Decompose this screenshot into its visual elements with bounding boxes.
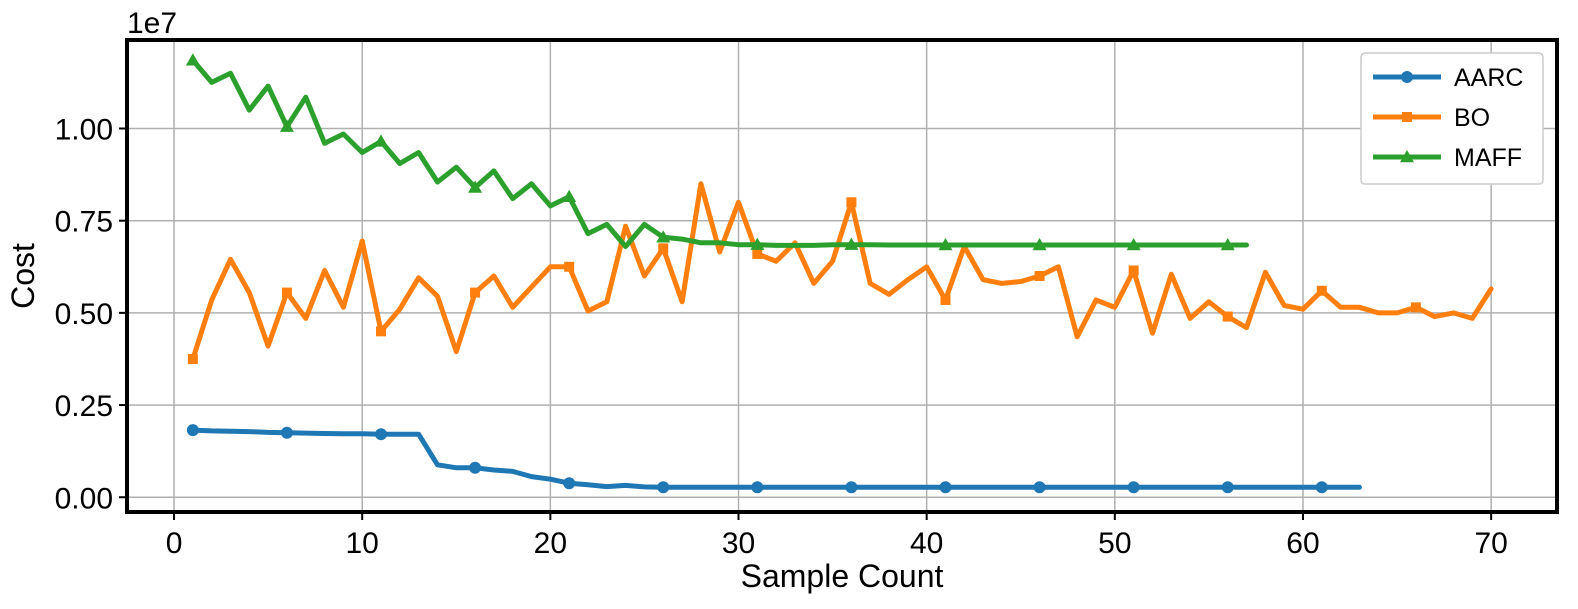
data-point-maff <box>938 238 953 251</box>
data-point-bo <box>187 353 198 364</box>
data-point-aarc <box>280 426 293 439</box>
data-point-maff <box>844 237 859 250</box>
series-line-maff <box>190 57 1249 249</box>
x-tick-label: 60 <box>1286 527 1319 560</box>
x-tick-label: 10 <box>346 527 379 560</box>
data-point-aarc <box>186 424 199 437</box>
y-tick-label: 0.75 <box>55 206 113 239</box>
legend-label-maff: MAFF <box>1454 144 1522 172</box>
data-point-bo <box>564 261 575 272</box>
series-aarc <box>186 424 1362 494</box>
data-point-maff <box>468 180 483 193</box>
y-tick-label: 1.00 <box>55 114 113 147</box>
data-point-maff <box>374 134 389 147</box>
legend-label-aarc: AARC <box>1454 64 1523 92</box>
data-point-bo <box>376 326 387 337</box>
y-axis-exponent-label: 1e7 <box>127 7 177 40</box>
legend-item-maff: MAFF <box>1373 144 1522 172</box>
data-point-maff <box>279 119 294 132</box>
data-point-aarc <box>563 477 576 490</box>
legend-marker-maff <box>1400 150 1414 163</box>
plot-frame <box>125 38 1559 514</box>
data-point-maff <box>1220 238 1235 251</box>
legend-item-aarc: AARC <box>1373 64 1523 92</box>
data-point-aarc <box>845 481 858 494</box>
data-point-aarc <box>469 461 482 474</box>
data-point-bo <box>470 287 481 298</box>
data-point-bo <box>658 243 669 254</box>
legend: AARC BO MAFF <box>1360 52 1544 185</box>
y-tick-label: 0.25 <box>55 390 113 423</box>
x-tick-label: 30 <box>722 527 755 560</box>
legend-marker-aarc <box>1401 71 1413 83</box>
data-point-bo <box>940 294 951 305</box>
series-line-bo <box>190 181 1494 362</box>
series-line-aarc <box>190 427 1362 490</box>
legend-marker-bo <box>1402 112 1412 122</box>
data-point-maff <box>1126 238 1141 251</box>
data-point-aarc <box>751 481 764 494</box>
data-point-bo <box>1410 302 1421 313</box>
x-tick-label: 40 <box>910 527 943 560</box>
data-point-aarc <box>1221 481 1234 494</box>
x-tick-label: 50 <box>1098 527 1131 560</box>
legend-item-bo: BO <box>1373 104 1490 132</box>
data-point-maff <box>185 53 200 66</box>
series-maff <box>185 53 1249 251</box>
data-point-aarc <box>657 481 670 494</box>
data-point-maff <box>1032 238 1047 251</box>
series-bo <box>187 181 1494 364</box>
data-point-maff <box>562 189 577 202</box>
data-point-bo <box>846 197 857 208</box>
data-point-aarc <box>1315 481 1328 494</box>
y-tick-label: 0.50 <box>55 298 113 331</box>
data-point-aarc <box>939 481 952 494</box>
y-tick-label: 0.00 <box>55 482 113 515</box>
data-point-bo <box>1316 285 1327 296</box>
legend-label-bo: BO <box>1454 104 1490 132</box>
y-axis-label: Cost <box>5 243 41 309</box>
data-point-aarc <box>1127 481 1140 494</box>
data-point-bo <box>281 287 292 298</box>
data-point-aarc <box>1033 481 1046 494</box>
grid <box>127 40 1557 512</box>
data-point-bo <box>1222 311 1233 322</box>
x-axis-label: Sample Count <box>741 558 944 594</box>
data-point-aarc <box>375 428 388 441</box>
data-point-bo <box>1034 271 1045 281</box>
x-tick-label: 70 <box>1474 527 1507 560</box>
data-point-bo <box>752 248 763 259</box>
series-lines <box>185 53 1494 494</box>
x-tick-label: 0 <box>166 527 183 560</box>
x-tick-label: 20 <box>534 527 567 560</box>
data-point-maff <box>656 230 671 243</box>
data-point-maff <box>750 237 765 250</box>
data-point-bo <box>1128 265 1139 276</box>
axis-ticks: 0 10 20 30 40 50 60 70 0.00 0.25 0.50 0.75 1.00 <box>55 114 1508 561</box>
